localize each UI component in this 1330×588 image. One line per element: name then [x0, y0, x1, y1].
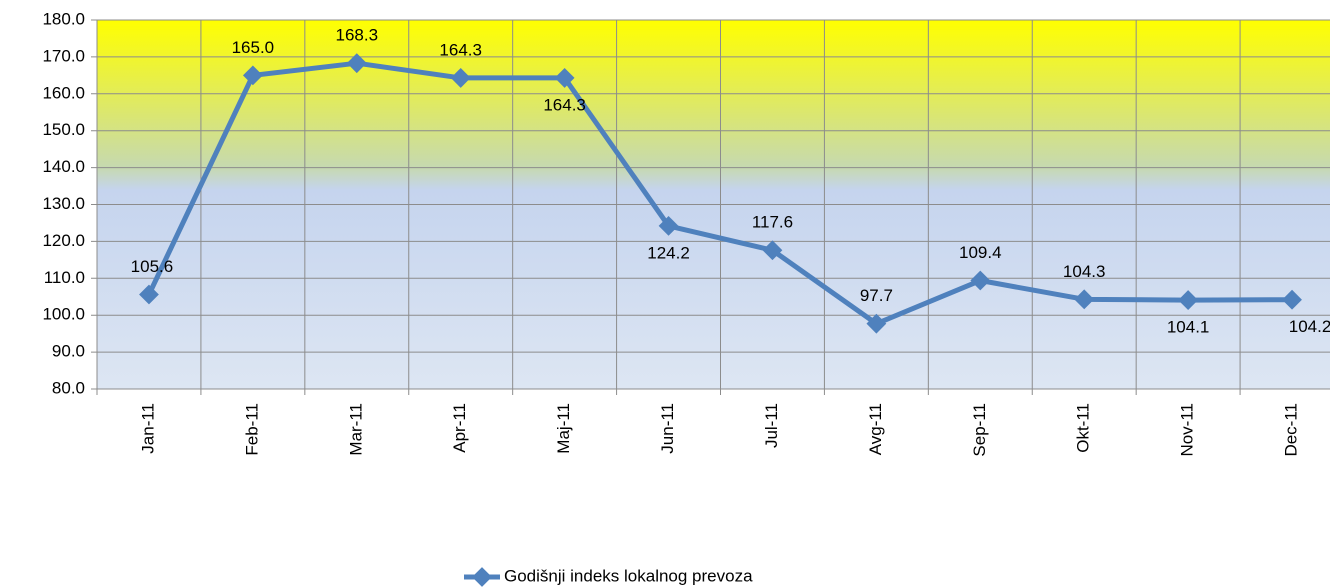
series-line: [146, 60, 1293, 327]
point-marker: [139, 284, 159, 305]
point-marker: [866, 313, 887, 334]
data-label: 164.3: [543, 95, 586, 114]
data-label: 104.2: [1289, 317, 1330, 336]
legend-marker: [472, 567, 492, 587]
data-label: 117.6: [752, 213, 793, 232]
data-label: 105.6: [131, 257, 174, 276]
x-tick-label: Sep-11: [970, 403, 989, 457]
point-marker: [242, 65, 263, 86]
y-tick-label: 180.0: [42, 9, 85, 28]
y-tick-label: 150.0: [42, 120, 85, 139]
y-tick-label: 110.0: [44, 268, 85, 287]
data-label: 124.2: [647, 243, 690, 262]
legend-label: Godišnji indeks lokalnog prevoza: [504, 566, 753, 585]
data-label: 104.3: [1063, 262, 1106, 281]
x-tick-label: Apr-11: [450, 403, 469, 453]
y-tick-label: 90.0: [52, 342, 85, 361]
x-tick-label: Mar-11: [346, 403, 365, 456]
data-label: 104.1: [1167, 318, 1210, 337]
data-label: 164.3: [439, 40, 482, 59]
y-tick-label: 130.0: [42, 194, 85, 213]
x-tick-label: Jun-11: [658, 403, 677, 454]
x-tick-label: Jul-11: [762, 403, 781, 448]
x-tick-label: Maj-11: [554, 403, 573, 454]
x-tick-label: Feb-11: [242, 403, 261, 456]
x-tick-label: Nov-11: [1178, 403, 1197, 457]
point-marker: [1178, 290, 1199, 310]
point-marker: [450, 68, 471, 88]
point-marker: [1282, 289, 1302, 310]
point-marker: [1074, 289, 1095, 310]
data-label: 168.3: [336, 26, 379, 45]
y-tick-label: 120.0: [42, 231, 85, 250]
data-label: 109.4: [959, 243, 1002, 262]
y-tick-label: 170.0: [42, 46, 85, 65]
point-marker: [346, 53, 367, 74]
y-tick-label: 100.0: [42, 305, 85, 324]
y-tick-label: 80.0: [52, 378, 85, 397]
x-tick-label: Okt-11: [1074, 403, 1093, 453]
y-tick-label: 160.0: [42, 83, 85, 102]
x-tick-label: Avg-11: [866, 403, 885, 455]
x-tick-label: Dec-11: [1282, 403, 1301, 457]
data-label: 97.7: [860, 286, 893, 305]
x-tick-label: Jan-11: [138, 403, 157, 454]
data-label: 165.0: [232, 38, 275, 57]
point-marker: [970, 270, 991, 291]
y-tick-label: 140.0: [42, 157, 85, 176]
